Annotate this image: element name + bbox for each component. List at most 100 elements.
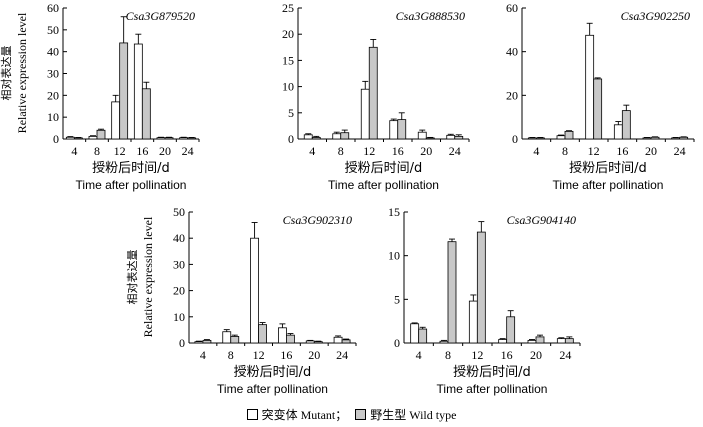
chart1-x-tick-label: 20 (159, 144, 171, 158)
chart4-wildtype-bar (230, 336, 240, 344)
chart4-y-tick-label: 10 (173, 310, 185, 324)
chart3-xlabel-cn: 授粉后时间/d (569, 161, 647, 176)
chart2-mutant-bar (303, 134, 313, 140)
chart1-x-tick-label: 4 (71, 144, 77, 158)
legend-wildtype-label: 野生型 Wild type (370, 407, 457, 422)
chart1-y-tick-label: 10 (47, 110, 59, 124)
chart5-mutant-bar (410, 323, 420, 344)
chart4-y-tick-label: 0 (179, 336, 185, 350)
chart3-x-tick-label: 16 (616, 144, 628, 158)
chart2-xlabel-cn: 授粉后时间/d (345, 161, 423, 176)
chart2-wildtype-bar (454, 135, 464, 140)
chart5-wildtype-bar (476, 231, 486, 344)
chart5-x-tick-label: 4 (416, 348, 422, 362)
chart3-x-tick-label: 24 (674, 144, 686, 158)
chart1-y-tick-label: 50 (47, 23, 59, 37)
chart3-mutant-bar (585, 34, 595, 140)
chart2-mutant-bar (389, 120, 399, 140)
ylabel-en-top: Relative expression level (15, 12, 29, 133)
chart1-x-tick-label: 24 (182, 144, 194, 158)
chart1-y-tick-label: 40 (47, 45, 59, 59)
chart4-x-tick-label: 20 (308, 348, 320, 362)
ylabel-en-bottom: Relative expression level (141, 216, 155, 337)
chart1-wildtype-bar (73, 137, 83, 140)
chart5-x-tick-label: 8 (445, 348, 451, 362)
chart5-x-tick-label: 16 (501, 348, 513, 362)
chart2-x-tick-label: 12 (363, 144, 375, 158)
chart1-wildtype-bar (164, 137, 174, 140)
chart5-mutant-bar (527, 339, 537, 344)
chart5-wildtype-bar (506, 316, 516, 344)
chart3-mutant-bar (613, 124, 623, 140)
chart3-wildtype-bar (593, 78, 603, 140)
chart1-wildtype-bar (96, 129, 106, 140)
chart4-x-tick-label: 16 (280, 348, 292, 362)
chart4-x-tick-label: 8 (228, 348, 234, 362)
chart5-y-tick-label: 10 (388, 249, 400, 263)
chart3-mutant-bar (642, 137, 652, 140)
chart1-mutant-bar (111, 101, 121, 140)
chart3-mutant-bar (556, 135, 566, 140)
legend: 突变体 Mutant； 野生型 Wild type (0, 404, 703, 424)
chart1-y-tick-label: 60 (47, 1, 59, 15)
chart2-y-tick-label: 10 (282, 80, 294, 94)
chart2-y-tick-label: 15 (282, 53, 294, 67)
chart4-wildtype-bar (202, 339, 212, 344)
chart4-mutant-bar (194, 341, 204, 344)
chart1-x-tick-label: 8 (94, 144, 100, 158)
chart3-wildtype-bar (679, 136, 689, 140)
chart4-mutant-bar (333, 336, 343, 344)
chart4-wildtype-bar (286, 334, 295, 344)
chart3-x-tick-label: 4 (533, 144, 539, 158)
chart1-mutant-bar (88, 135, 98, 140)
chart5-x-tick-label: 12 (471, 348, 483, 362)
chart3-mutant-bar (671, 137, 681, 140)
legend-mutant: 突变体 Mutant； (246, 406, 348, 423)
chart4-mutant-bar (222, 331, 232, 344)
chart2-x-tick-label: 16 (392, 144, 404, 158)
chart1-wildtype-bar (119, 42, 129, 140)
chart1-xlabel-cn: 授粉后时间/d (92, 161, 170, 176)
chart3-xlabel-en: Time after pollination (553, 178, 664, 192)
chart2-mutant-bar (446, 134, 456, 140)
chart3-x-tick-label: 20 (645, 144, 657, 158)
chart3-y-tick-label: 60 (506, 1, 518, 15)
chart3-mutant-bar (527, 137, 537, 140)
chart4-y-tick-label: 20 (173, 284, 185, 298)
legend-mutant-swatch (246, 408, 258, 420)
chart4-y-tick-label: 30 (173, 257, 185, 271)
chart1-mutant-bar (156, 137, 166, 140)
chart2-mutant-bar (332, 133, 342, 140)
chart4-mutant-bar (278, 327, 287, 344)
chart2-title: Csa3G888530 (396, 9, 465, 23)
chart5-mutant-bar (498, 339, 508, 344)
chart1-y-tick-label: 0 (53, 132, 59, 146)
chart1-wildtype-bar (141, 88, 151, 140)
chart2-y-tick-label: 20 (282, 27, 294, 41)
chart2-wildtype-bar (311, 137, 321, 140)
chart5-x-tick-label: 20 (530, 348, 542, 362)
chart2-x-tick-label: 8 (338, 144, 344, 158)
chart2-x-tick-label: 4 (309, 144, 315, 158)
chart2-mutant-bar (417, 131, 427, 140)
chart5-mutant-bar (439, 340, 449, 344)
chart2-wildtype-bar (425, 137, 435, 140)
chart3-y-tick-label: 20 (506, 88, 518, 102)
ylabel-cn-top: 相对表达量 (0, 46, 13, 101)
chart5-wildtype-bar (535, 336, 545, 344)
chart4-wildtype-bar (313, 341, 323, 344)
chart2-x-tick-label: 24 (449, 144, 461, 158)
chart2-mutant-bar (360, 88, 370, 140)
chart4-xlabel-cn: 授粉后时间/d (234, 365, 312, 380)
legend-mutant-label: 突变体 Mutant； (261, 407, 348, 422)
chart2-y-tick-label: 0 (288, 132, 294, 146)
chart2-wildtype-bar (397, 119, 407, 140)
chart2-y-tick-label: 5 (288, 106, 294, 120)
chart4-y-tick-label: 50 (173, 205, 185, 219)
chart5-mutant-bar (556, 338, 566, 344)
chart4-wildtype-bar (341, 339, 351, 344)
chart3-y-tick-label: 40 (506, 45, 518, 59)
chart4-xlabel-en: Time after pollination (217, 382, 328, 396)
chart1-title: Csa3G879520 (126, 9, 195, 23)
